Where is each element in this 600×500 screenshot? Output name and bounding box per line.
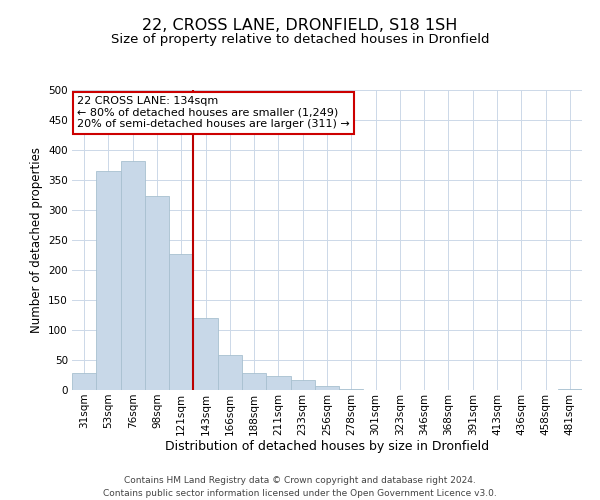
Bar xyxy=(72,373,96,390)
Bar xyxy=(145,196,169,390)
Bar xyxy=(558,389,582,390)
Bar xyxy=(290,380,315,390)
Bar xyxy=(315,386,339,390)
Bar xyxy=(121,161,145,390)
Text: Contains HM Land Registry data © Crown copyright and database right 2024.
Contai: Contains HM Land Registry data © Crown c… xyxy=(103,476,497,498)
Text: 22 CROSS LANE: 134sqm
← 80% of detached houses are smaller (1,249)
20% of semi-d: 22 CROSS LANE: 134sqm ← 80% of detached … xyxy=(77,96,350,129)
Bar xyxy=(242,373,266,390)
Text: Size of property relative to detached houses in Dronfield: Size of property relative to detached ho… xyxy=(111,32,489,46)
Bar xyxy=(96,171,121,390)
Bar xyxy=(218,355,242,390)
X-axis label: Distribution of detached houses by size in Dronfield: Distribution of detached houses by size … xyxy=(165,440,489,454)
Bar xyxy=(193,318,218,390)
Text: 22, CROSS LANE, DRONFIELD, S18 1SH: 22, CROSS LANE, DRONFIELD, S18 1SH xyxy=(142,18,458,32)
Bar xyxy=(266,376,290,390)
Bar xyxy=(169,254,193,390)
Y-axis label: Number of detached properties: Number of detached properties xyxy=(29,147,43,333)
